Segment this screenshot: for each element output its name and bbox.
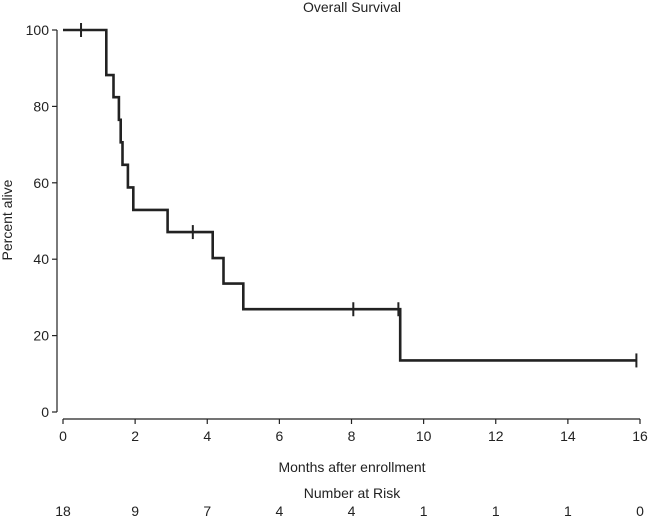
- chart-title: Overall Survival: [303, 0, 401, 15]
- risk-count: 9: [131, 503, 139, 518]
- axes: 0 2 4 6 8 10 12 14 16 0 20 40 60 80 100: [26, 22, 648, 444]
- risk-count: 1: [564, 503, 572, 518]
- survival-curve: [63, 28, 637, 362]
- x-axis-label: Months after enrollment: [278, 459, 425, 475]
- x-tick-label: 2: [131, 428, 139, 444]
- risk-count: 0: [636, 503, 644, 518]
- y-tick-label: 60: [33, 175, 49, 191]
- y-tick-label: 80: [33, 98, 49, 114]
- x-tick-label: 4: [203, 428, 211, 444]
- y-tick-label: 20: [33, 328, 49, 344]
- x-tick-label: 12: [488, 428, 504, 444]
- risk-count: 4: [348, 503, 356, 518]
- x-tick-label: 0: [59, 428, 67, 444]
- risk-count: 1: [420, 503, 428, 518]
- y-axis-label: Percent alive: [0, 179, 15, 260]
- plot-area: [63, 23, 638, 368]
- risk-count: 18: [55, 503, 71, 518]
- risk-count: 4: [275, 503, 283, 518]
- risk-table-title: Number at Risk: [304, 485, 401, 501]
- x-tick-label: 10: [416, 428, 432, 444]
- x-tick-label: 6: [275, 428, 283, 444]
- y-tick-label: 0: [41, 404, 49, 420]
- x-tick-label: 16: [632, 428, 648, 444]
- y-tick-label: 100: [26, 22, 50, 38]
- x-tick-label: 8: [348, 428, 356, 444]
- risk-table: 18 9 7 4 4 1 1 1 0: [55, 503, 644, 518]
- risk-count: 7: [203, 503, 211, 518]
- y-tick-label: 40: [33, 251, 49, 267]
- x-tick-label: 14: [560, 428, 576, 444]
- risk-count: 1: [492, 503, 500, 518]
